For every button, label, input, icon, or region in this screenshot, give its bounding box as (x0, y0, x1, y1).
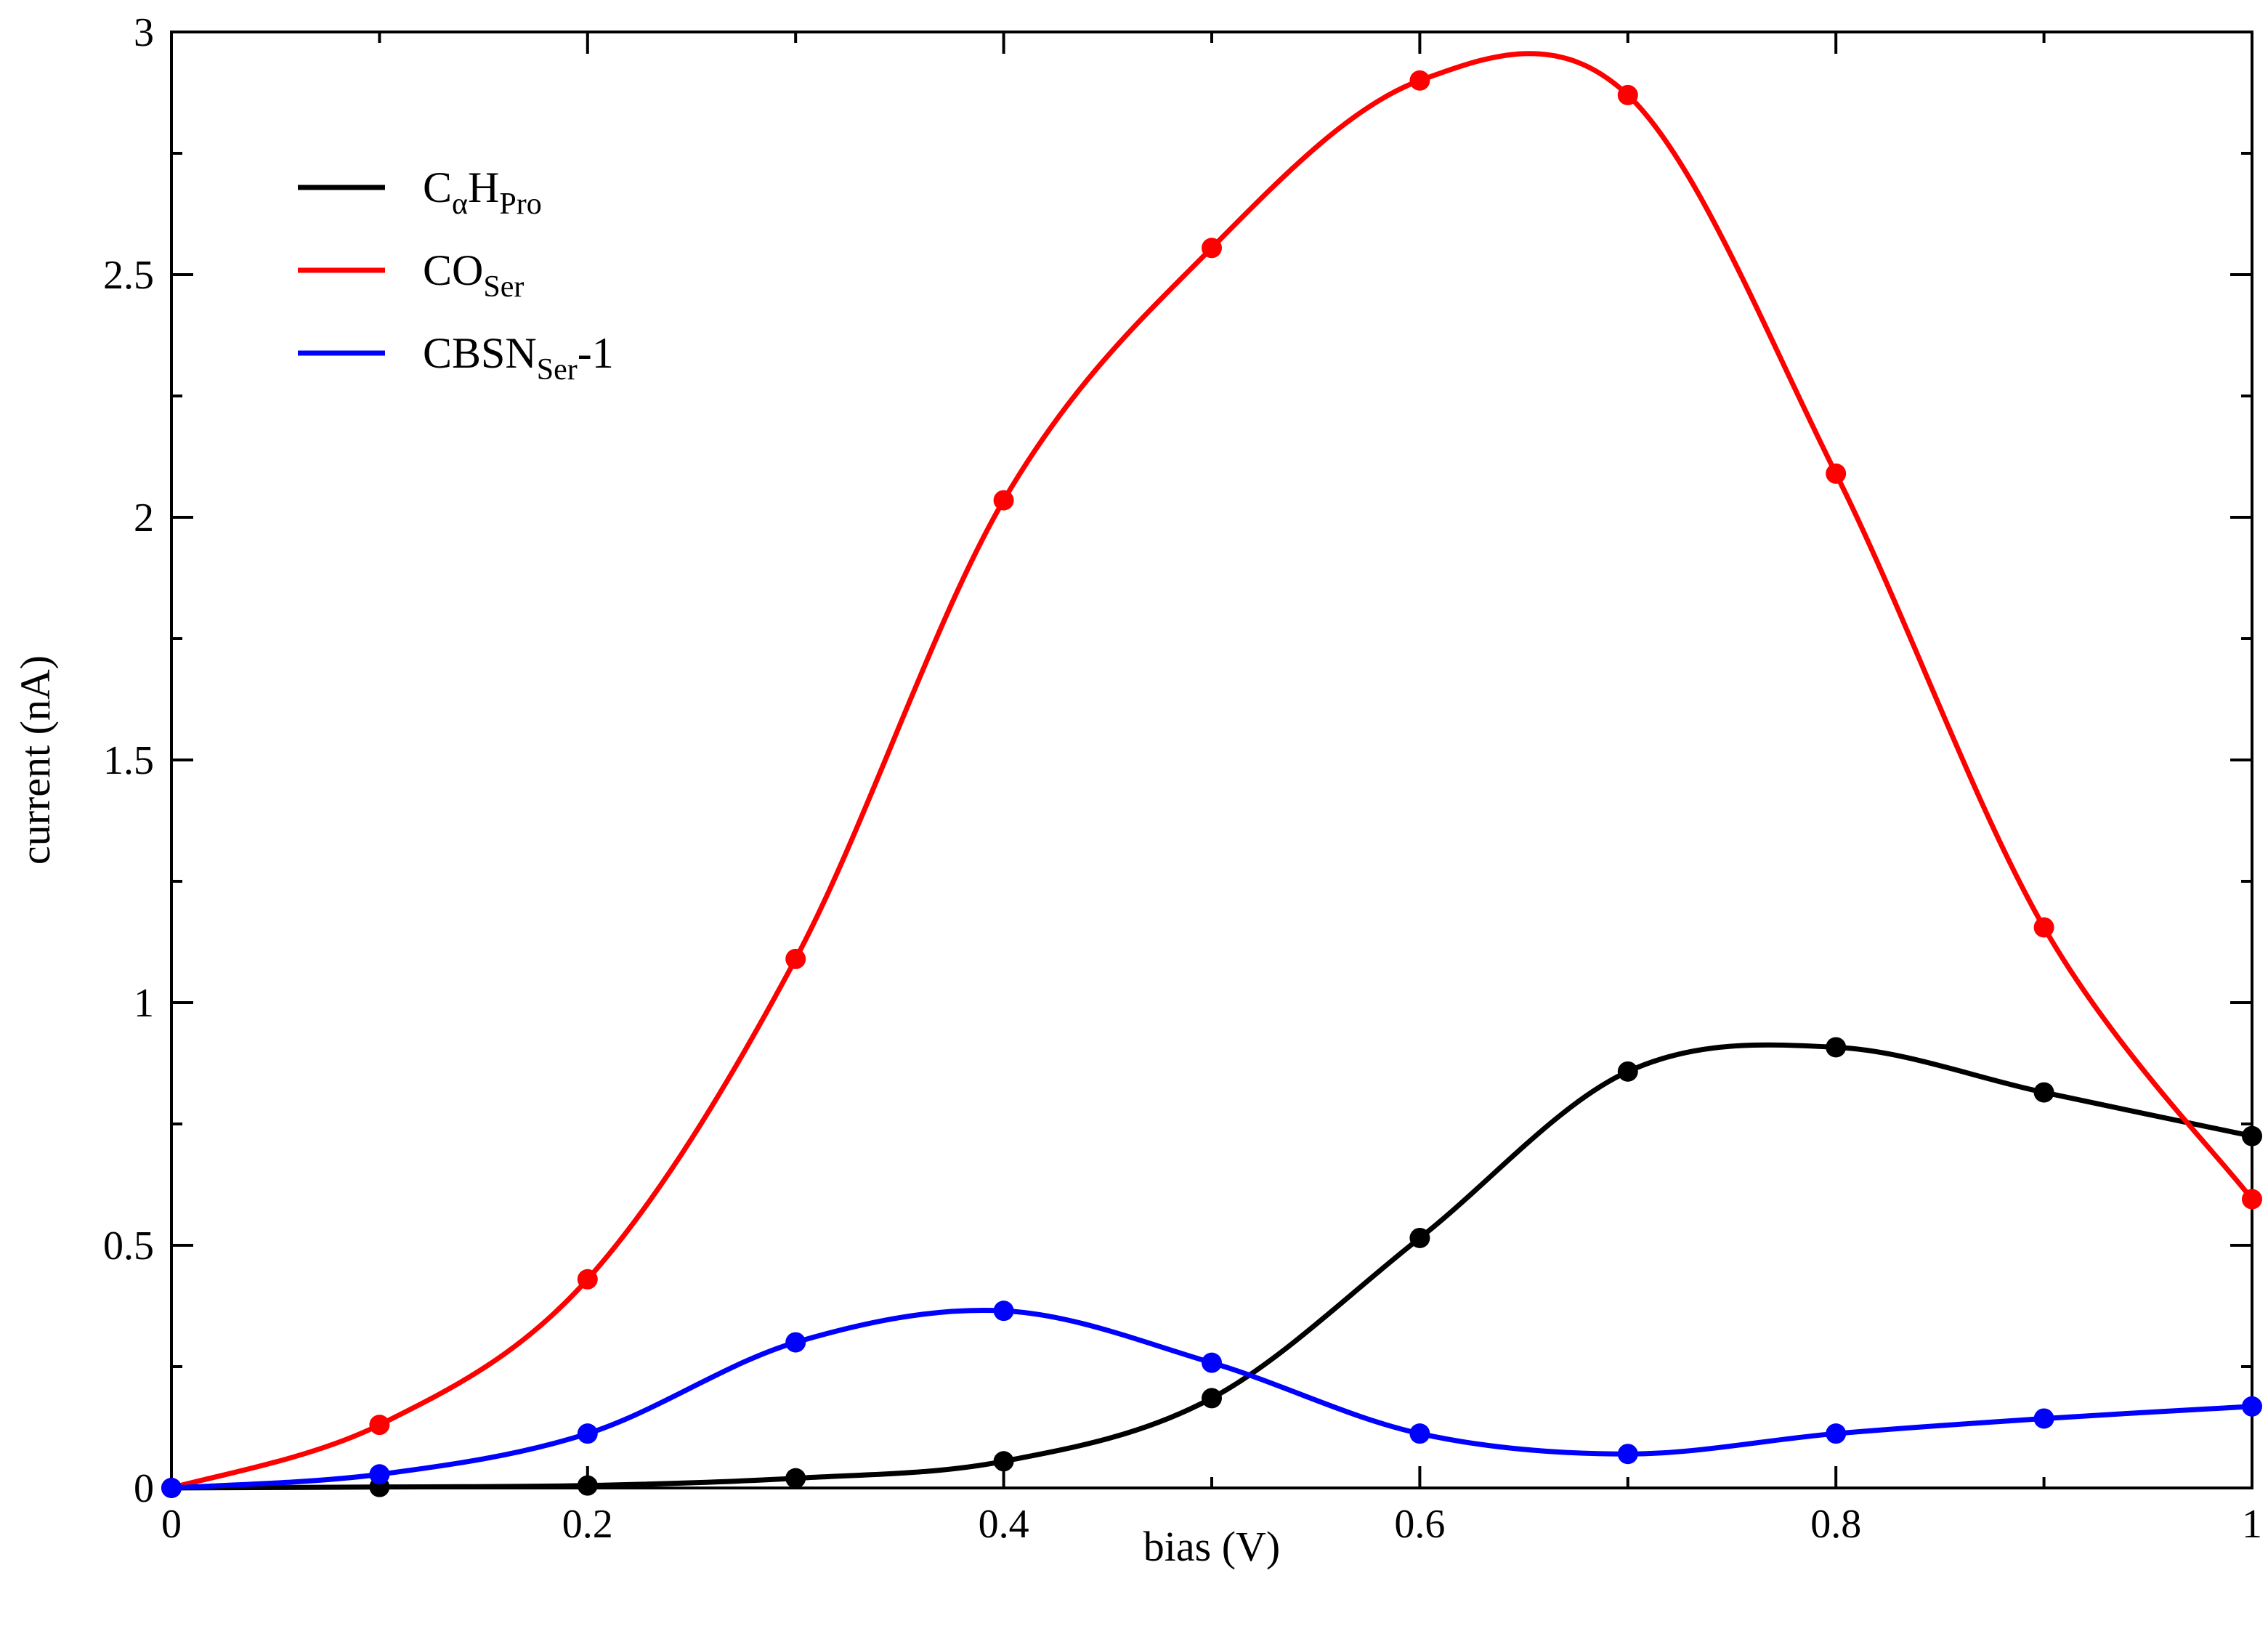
y-tick-label: 3 (134, 10, 154, 55)
data-point-cbsn (2033, 1408, 2054, 1429)
data-point-coser (785, 948, 806, 969)
data-point-coser (993, 490, 1014, 511)
data-point-coser (577, 1269, 598, 1290)
legend-text: C (423, 163, 452, 211)
legend-subscript: α (452, 187, 468, 221)
series-points (161, 70, 2262, 1498)
series-line-coser (169, 51, 2255, 1491)
y-tick-label: 0 (134, 1466, 154, 1511)
data-point-cbsn (1202, 1352, 1222, 1373)
legend-item-capro: CαHPro (298, 163, 542, 221)
data-point-cbsn (993, 1301, 1014, 1322)
data-point-capro (2242, 1125, 2262, 1146)
data-point-capro (785, 1468, 806, 1489)
legend-item-cbsn: CBSNSer-1 (298, 329, 614, 387)
data-point-coser (2033, 917, 2054, 938)
y-tick-label: 1.5 (103, 738, 154, 783)
data-point-capro (577, 1475, 598, 1496)
x-tick-label: 1 (2242, 1502, 2262, 1547)
legend-subscript: Ser (537, 353, 578, 387)
x-tick-label: 0.8 (1810, 1502, 1861, 1547)
data-point-cbsn (1409, 1423, 1430, 1444)
x-tick-label: 0 (161, 1502, 182, 1547)
data-point-capro (2033, 1082, 2054, 1103)
legend-text: -1 (578, 329, 614, 377)
data-point-cbsn (2242, 1396, 2262, 1417)
data-point-cbsn (161, 1478, 182, 1498)
data-point-coser (1617, 84, 1638, 105)
legend-text: CBSN (423, 329, 537, 377)
legend-text: H (468, 163, 499, 211)
data-point-capro (993, 1451, 1014, 1472)
data-point-capro (1409, 1227, 1430, 1248)
data-point-capro (1826, 1037, 1847, 1058)
y-tick-label: 2 (134, 496, 154, 541)
data-point-cbsn (1826, 1423, 1847, 1444)
legend-item-coser: COSer (298, 246, 524, 304)
data-point-coser (1826, 463, 1847, 484)
legend-label: CBSNSer-1 (423, 329, 614, 387)
x-tick-label: 0.6 (1394, 1502, 1445, 1547)
data-point-cbsn (1617, 1444, 1638, 1465)
x-axis-label: bias (V) (1143, 1523, 1280, 1570)
data-point-cbsn (369, 1464, 390, 1485)
legend-text: CO (423, 246, 483, 294)
data-point-coser (2242, 1189, 2262, 1210)
y-axis-label: current (nA) (12, 655, 59, 865)
legend-label: COSer (423, 246, 524, 304)
y-tick-label: 1 (134, 981, 154, 1026)
data-point-capro (1617, 1061, 1638, 1082)
series-lines (169, 51, 2255, 1491)
data-point-capro (1202, 1388, 1222, 1409)
axis-tick-labels: 0 0.2 0.4 0.6 0.8 1 0 0.5 1 1.5 2 2.5 3 (103, 10, 2262, 1547)
series-line-capro (169, 1042, 2255, 1491)
data-point-cbsn (785, 1332, 806, 1353)
legend-subscript: Pro (499, 187, 541, 221)
legend-subscript: Ser (483, 270, 524, 304)
y-tick-label: 2.5 (103, 253, 154, 298)
x-tick-label: 0.2 (562, 1502, 613, 1547)
legend-label: CαHPro (423, 163, 542, 221)
data-point-coser (1409, 70, 1430, 91)
x-tick-label: 0.4 (979, 1502, 1029, 1547)
data-point-cbsn (577, 1423, 598, 1444)
y-tick-label: 0.5 (103, 1223, 154, 1269)
data-point-coser (1202, 238, 1222, 259)
data-point-coser (369, 1415, 390, 1436)
